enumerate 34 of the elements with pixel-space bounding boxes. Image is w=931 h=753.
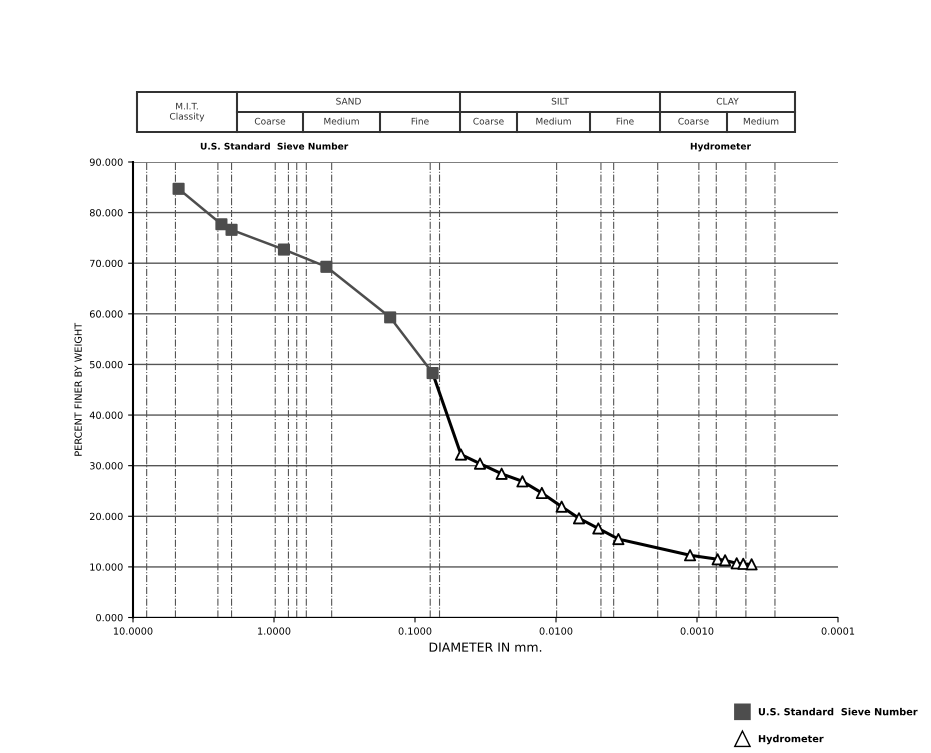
y-axis-title: PERCENT FINER BY WEIGHT	[74, 322, 82, 456]
text: Hydrometer	[690, 142, 751, 152]
y-tick-label: 10.000	[90, 563, 123, 571]
text: Fine	[412, 118, 429, 125]
x-tick-label: 0.0010	[680, 627, 714, 635]
y-tick-label: 60.000	[90, 310, 123, 318]
y-tick-label: 40.000	[90, 412, 123, 419]
x-tick-label: 1.0000	[258, 627, 290, 635]
x-tick-label: 0.1000	[398, 627, 432, 635]
x-axis-title: DIAMETER IN mm.	[430, 642, 542, 652]
legend-label: U.S. Standard Sieve Number	[758, 708, 918, 716]
text: Fine	[616, 118, 634, 125]
text: M.I.T. Classity	[170, 102, 204, 122]
text: Coarse	[473, 118, 504, 125]
y-tick-label: 50.000	[90, 360, 123, 368]
y-tick-label: 90.000	[90, 158, 123, 166]
text: Coarse	[678, 118, 709, 125]
text: U.S. Standard Sieve Number	[200, 142, 348, 150]
text: CLAY	[716, 98, 739, 105]
x-tick-label: 0.0001	[822, 627, 854, 635]
y-tick-label: 80.000	[90, 209, 123, 216]
y-tick-label: 20.000	[90, 512, 123, 520]
x-tick-label: 0.0100	[540, 627, 572, 635]
legend-label: Hydrometer	[758, 734, 824, 744]
text: Medium	[744, 118, 778, 125]
text: SAND	[336, 98, 361, 105]
text: Coarse	[254, 118, 286, 125]
text: Medium	[324, 118, 359, 125]
text: Medium	[536, 118, 571, 125]
y-tick-label: 70.000	[90, 260, 123, 268]
text: SILT	[552, 98, 569, 105]
y-tick-label: 30.000	[90, 462, 123, 470]
y-tick-label: 0.000	[96, 614, 123, 622]
x-tick-label: 10.0000	[114, 627, 152, 635]
